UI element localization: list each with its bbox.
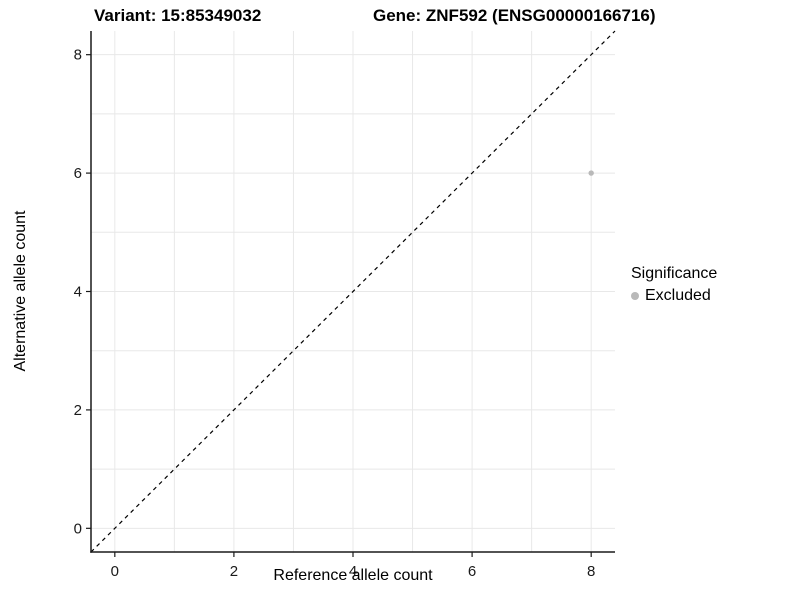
y-tick-label: 2 [74,402,82,419]
x-tick-label: 6 [468,563,476,580]
y-axis-title: Alternative allele count [12,210,29,372]
legend-item-label: Excluded [645,287,711,304]
excluded-point-icon [631,292,639,300]
x-tick-label: 0 [111,563,119,580]
legend: Significance Excluded [631,265,717,305]
y-tick-label: 8 [74,47,82,64]
variant-title: Variant: 15:85349032 [94,6,262,25]
y-tick-label: 4 [74,284,82,301]
x-axis-title: Reference allele count [273,567,433,584]
legend-title: Significance [631,265,718,282]
x-tick-label: 4 [349,563,357,580]
data-point [588,170,594,176]
x-tick-label: 8 [587,563,595,580]
legend-item-excluded: Excluded [631,287,717,305]
y-tick-label: 0 [74,520,82,537]
gene-title: Gene: ZNF592 (ENSG00000166716) [373,6,656,25]
x-tick-label: 2 [230,563,238,580]
identity-line [90,30,616,553]
y-tick-label: 6 [74,165,82,182]
